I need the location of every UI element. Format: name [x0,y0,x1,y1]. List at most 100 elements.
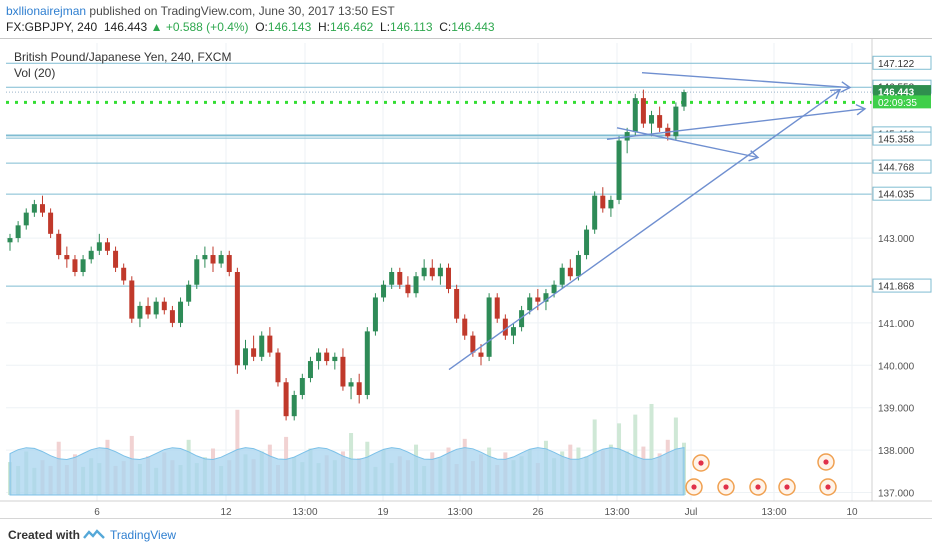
chart-area[interactable]: 143.000 141.000 140.000 139.000 138.000 137.0… [0,38,932,519]
level-price-label: 144.035 [878,190,915,201]
candle-body [389,272,395,285]
volume-ma-area [9,446,685,496]
candle-body [649,115,655,124]
candles [7,89,687,421]
trend-drawings [448,71,867,371]
footer: Created with TradingView [0,518,932,551]
low-label: L: [380,20,391,34]
level-price-box [872,278,932,293]
candle-body [332,356,338,362]
candle-body [259,335,265,357]
grid [6,43,872,501]
candle-body [129,280,135,319]
candle-body [462,318,468,336]
candle-body [7,238,13,243]
event-dot [723,484,729,490]
price-axis: 143.000 141.000 140.000 139.000 138.000 137.0… [0,39,932,502]
candle-body [15,225,21,239]
candle-body [348,382,354,387]
candle-body [616,140,622,200]
author-link[interactable]: bxllionairejman [6,4,87,18]
event-dot [784,484,790,490]
level-price-label: 147.122 [878,59,915,70]
event-dot [691,484,697,490]
close-label: C: [439,20,452,34]
candle-body [161,301,167,311]
x-tick-label: 10 [846,507,858,518]
trend-arrow-head [840,81,852,93]
candle-body [502,318,508,336]
candle-body [324,352,330,362]
candle-body [145,305,151,315]
level-price-box [872,55,932,70]
candle-body [169,310,175,323]
candle-body [405,284,411,294]
volume-legend: Vol (20) [14,66,55,80]
candle-body [356,382,362,395]
candle-body [592,195,598,230]
trend-arrow-head [829,88,842,100]
volume-bar [633,414,638,495]
candle-body [275,352,281,383]
candle-body [437,267,443,277]
last-price-label: 146.443 [878,88,915,99]
x-tick-label: Jul [685,507,698,518]
candle-body [608,199,614,209]
created-with-label: Created with [8,528,81,542]
up-arrow-icon: ▲ [150,20,163,34]
y-tick-label: 141.000 [878,319,915,330]
y-tick-label: 137.000 [878,489,915,500]
candle-body [307,361,313,379]
event-dot [823,459,829,465]
publish-line: bxllionairejman published on TradingView… [6,4,395,18]
price-chart[interactable]: 143.000 141.000 140.000 139.000 138.000 137.0… [0,39,932,519]
candle-body [470,335,476,353]
candle-body [39,204,45,213]
candle-body [113,250,119,268]
candle-body [48,212,54,234]
candle-body [397,272,403,285]
y-tick-label: 140.000 [878,361,915,372]
candle-body [80,259,86,272]
candle-body [494,297,500,319]
candle-body [121,267,127,281]
candle-body [291,394,297,417]
horizontal-levels [6,62,872,287]
candle-body [575,255,581,277]
candle-body [23,212,29,226]
event-dot [698,460,704,466]
candle-body [299,378,305,395]
x-tick-label: 13:00 [604,507,629,518]
volume-bars [8,403,686,496]
candle-body [178,301,184,323]
candle-body [316,352,322,362]
candle-body [519,310,525,328]
x-tick-label: 13:00 [761,507,786,518]
candle-body [88,250,94,260]
tradingview-brand[interactable]: TradingView [110,528,177,542]
level-price-label: 145.358 [878,135,915,146]
x-tick-label: 19 [377,507,389,518]
candle-body [543,293,549,302]
level-price-box [872,159,932,174]
candle-body [242,348,248,366]
candle-body [551,284,557,294]
candle-body [535,297,541,302]
y-tick-label: 138.000 [878,446,915,457]
candle-body [510,327,516,336]
candle-body [429,267,435,277]
candle-body [640,98,646,124]
symbol-label: FX:GBPJPY, 240 [6,20,98,34]
x-tick-label: 13:00 [447,507,472,518]
published-text: published on TradingView.com, June 30, 2… [89,4,395,18]
trend-line [641,71,851,89]
trend-line [616,127,759,159]
trend-line [448,89,841,371]
candle-body [413,276,419,294]
event-markers [685,453,837,496]
y-tick-label: 139.000 [878,404,915,415]
candle-body [657,115,663,128]
candle-body [64,255,70,260]
candle-body [31,204,37,213]
candle-body [267,335,273,353]
